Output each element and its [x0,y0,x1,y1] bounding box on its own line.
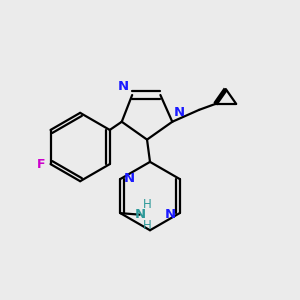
Text: F: F [37,158,45,171]
Text: N: N [118,80,129,93]
Text: N: N [174,106,185,119]
Text: N: N [124,172,135,184]
Text: N: N [165,208,176,220]
Text: H: H [143,198,152,211]
Text: N: N [135,208,146,221]
Text: H: H [143,219,152,232]
